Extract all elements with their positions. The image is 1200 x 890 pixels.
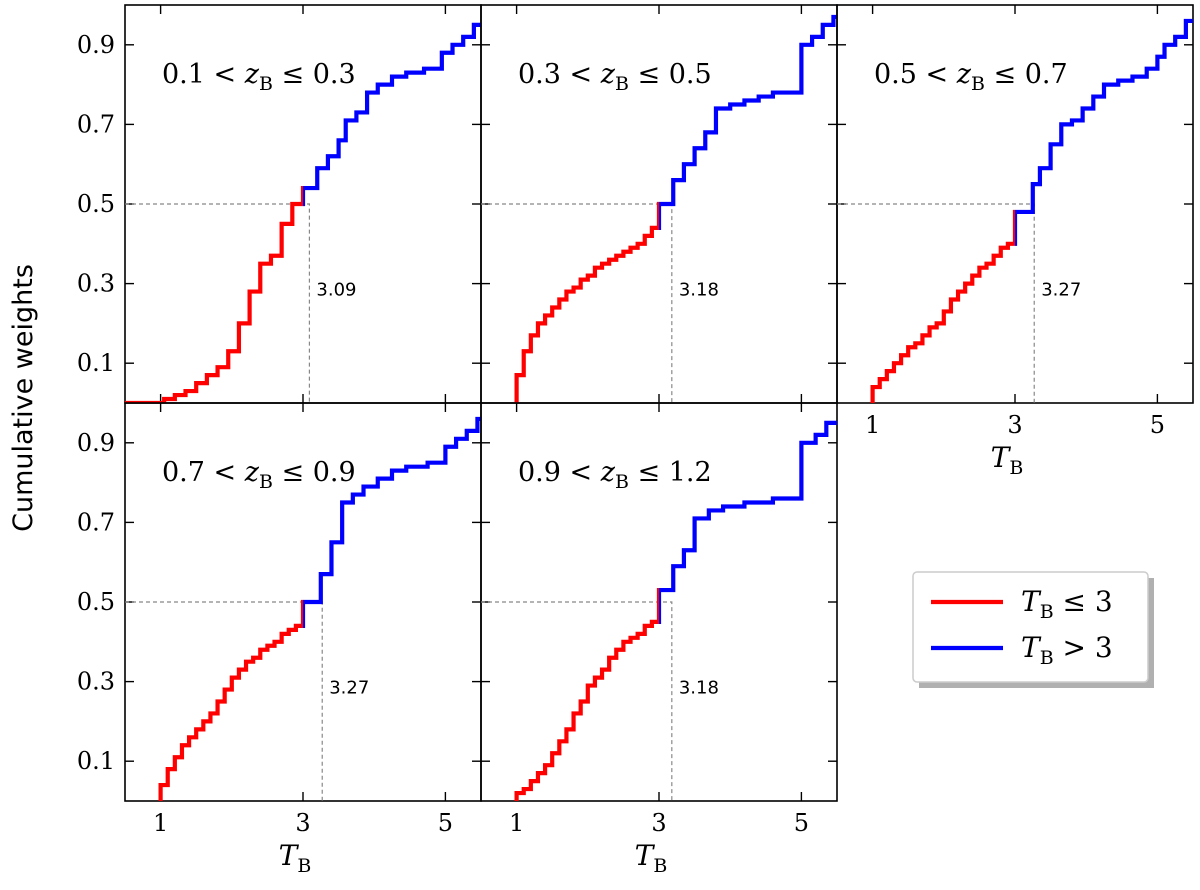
panel-redshift-label: 0.9 < zB ≤ 1.2 bbox=[518, 457, 712, 493]
panel-redshift-label: 0.7 < zB ≤ 0.9 bbox=[162, 457, 356, 493]
series-low-line bbox=[514, 587, 659, 801]
y-tick-label: 0.1 bbox=[77, 349, 115, 377]
panel-redshift-label: 0.5 < zB ≤ 0.7 bbox=[874, 59, 1068, 95]
x-tick-label: 3 bbox=[1007, 411, 1022, 439]
y-tick-label: 0.7 bbox=[77, 110, 115, 138]
y-tick-label: 0.1 bbox=[77, 747, 115, 775]
median-label: 3.27 bbox=[329, 678, 369, 699]
series-low-line bbox=[158, 599, 303, 801]
panel-redshift-label: 0.3 < zB ≤ 0.5 bbox=[518, 59, 712, 95]
legend-entry-label: TB > 3 bbox=[1021, 631, 1113, 669]
panel-4: 0.1 0.3 0.5 0.7 0.9 1 3 5 TB 3.27 0.7 < zB ≤ 0.9 bbox=[77, 402, 482, 877]
legend: TB ≤ 3 TB > 3 bbox=[912, 571, 1154, 688]
x-tick-label: 3 bbox=[651, 809, 666, 837]
panels-group: 0.1 0.3 0.5 0.7 0.9 3.09 0.1 < zB ≤ 0.3 3.18 0.3… bbox=[77, 4, 1194, 877]
series-low-line bbox=[125, 185, 303, 403]
y-tick-label: 0.9 bbox=[77, 429, 115, 457]
y-tick-label: 0.3 bbox=[77, 270, 115, 298]
y-tick-label: 0.5 bbox=[77, 588, 115, 616]
median-label: 3.18 bbox=[679, 280, 719, 301]
series-high-line bbox=[1015, 18, 1193, 246]
median-label: 3.27 bbox=[1041, 280, 1081, 301]
median-label: 3.18 bbox=[679, 678, 719, 699]
x-tick-label: 1 bbox=[153, 809, 168, 837]
x-axis-label: TB bbox=[279, 839, 312, 877]
y-tick-label: 0.3 bbox=[77, 668, 115, 696]
x-tick-label: 3 bbox=[295, 809, 310, 837]
y-axis-label: Cumulative weights bbox=[8, 264, 39, 532]
x-axis-label: TB bbox=[991, 441, 1024, 479]
x-tick-label: 1 bbox=[509, 809, 524, 837]
x-axis-label: TB bbox=[635, 839, 668, 877]
panel-1: 0.1 0.3 0.5 0.7 0.9 3.09 0.1 < zB ≤ 0.3 bbox=[77, 4, 482, 404]
series-low-line bbox=[870, 209, 1015, 403]
median-guide bbox=[481, 601, 673, 801]
median-label: 3.09 bbox=[316, 280, 356, 301]
y-tick-label: 0.7 bbox=[77, 508, 115, 536]
series-high-line bbox=[659, 14, 837, 230]
legend-box bbox=[912, 571, 1149, 683]
series-high-line bbox=[303, 22, 481, 207]
panel-2: 3.18 0.3 < zB ≤ 0.5 bbox=[480, 4, 838, 404]
series-low-line bbox=[514, 201, 659, 403]
panel-3: 1 3 5 TB 3.27 0.5 < zB ≤ 0.7 bbox=[836, 4, 1194, 479]
x-tick-label: 5 bbox=[438, 809, 453, 837]
y-tick-label: 0.5 bbox=[77, 190, 115, 218]
legend-entry-label: TB ≤ 3 bbox=[1021, 585, 1113, 623]
median-guide bbox=[125, 203, 311, 403]
x-tick-label: 1 bbox=[865, 411, 880, 439]
series-high-line bbox=[303, 416, 481, 628]
panel-redshift-label: 0.1 < zB ≤ 0.3 bbox=[162, 59, 356, 95]
x-tick-label: 5 bbox=[1150, 411, 1165, 439]
panel-5: 1 3 5 TB 3.18 0.9 < zB ≤ 1.2 bbox=[480, 402, 838, 877]
median-guide bbox=[837, 203, 1035, 403]
y-tick-label: 0.9 bbox=[77, 31, 115, 59]
series-high-line bbox=[659, 420, 837, 624]
x-tick-label: 5 bbox=[794, 809, 809, 837]
